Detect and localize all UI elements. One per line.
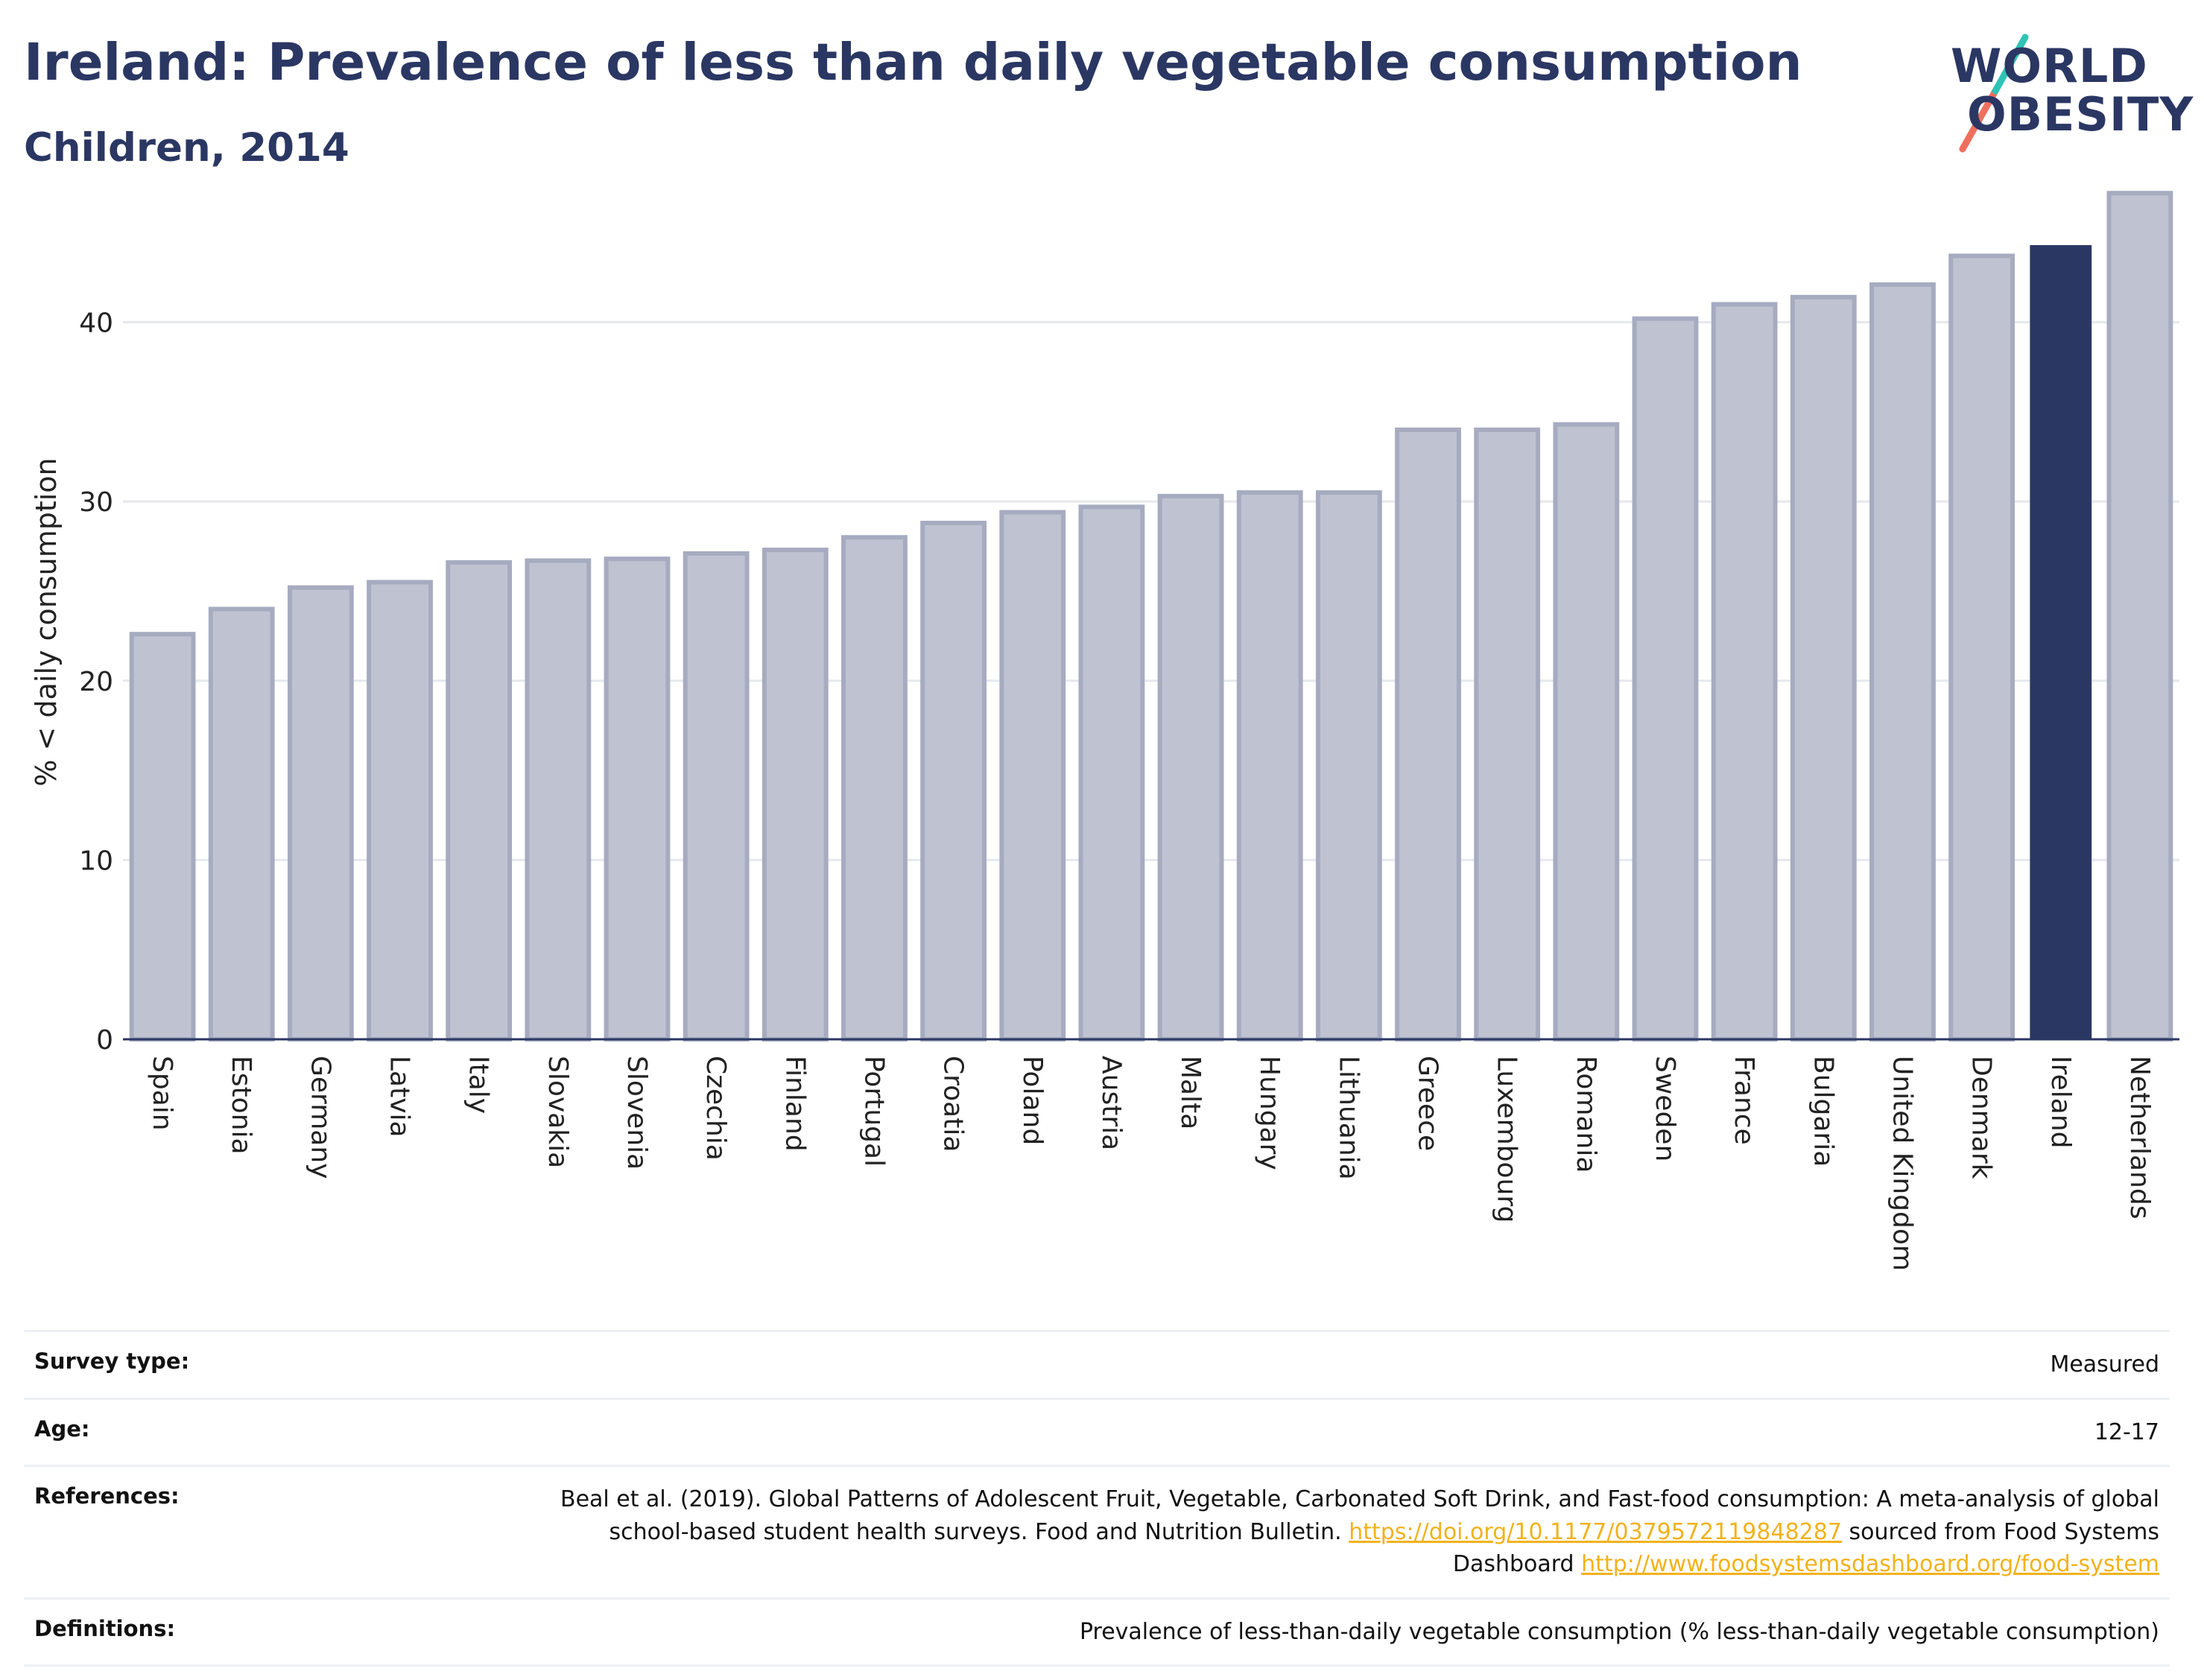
y-tick-label: 20 <box>79 667 113 697</box>
x-tick-label: Finland <box>779 1056 810 1152</box>
x-tick-label: Malta <box>1175 1056 1206 1129</box>
x-tick-label: Czechia <box>700 1056 731 1161</box>
bar-germany[interactable] <box>287 585 354 1042</box>
x-tick-label: Italy <box>463 1056 494 1114</box>
bar-latvia[interactable] <box>367 580 433 1042</box>
bar-greece[interactable] <box>1395 427 1461 1042</box>
x-tick-label: Lithuania <box>1333 1056 1364 1180</box>
x-tick-label: Denmark <box>1966 1056 1997 1179</box>
bar-romania[interactable] <box>1553 422 1620 1042</box>
bar-bulgaria[interactable] <box>1790 294 1857 1042</box>
bar-united-kingdom[interactable] <box>1869 282 1936 1042</box>
x-tick-label: Latvia <box>384 1056 415 1138</box>
x-tick-label: Croatia <box>938 1056 969 1152</box>
x-tick-label: Greece <box>1413 1056 1443 1151</box>
x-tick-label: Hungary <box>1254 1056 1285 1170</box>
bar-lithuania[interactable] <box>1315 490 1382 1042</box>
x-tick-label: United Kingdom <box>1887 1056 1917 1271</box>
x-tick-label: Romania <box>1571 1056 1601 1173</box>
bar-slovakia[interactable] <box>525 558 592 1042</box>
references-value: Beal et al. (2019). Global Patterns of A… <box>520 1483 2159 1581</box>
y-axis-label: % < daily consumption <box>30 457 63 786</box>
logo-text-world: WORLD <box>1951 39 2148 93</box>
references-text-1: Beal et al. (2019). Global Patterns of A… <box>560 1486 2159 1545</box>
y-tick-label: 40 <box>79 308 113 339</box>
references-dashboard-link[interactable]: http://www.foodsystemsdashboard.org/food… <box>1581 1551 2159 1577</box>
bar-slovenia[interactable] <box>604 557 671 1042</box>
x-tick-label: Poland <box>1017 1056 1048 1145</box>
definitions-label: Definitions: <box>34 1615 176 1641</box>
x-tick-label: France <box>1729 1056 1759 1145</box>
bars <box>129 191 2173 1042</box>
chart-subtitle: Children, 2014 <box>24 125 349 171</box>
x-tick-label: Ireland <box>2045 1056 2076 1149</box>
x-tick-label: Sweden <box>1650 1056 1680 1161</box>
bar-malta[interactable] <box>1157 493 1224 1042</box>
definitions-value: Prevalence of less-than-daily vegetable … <box>1079 1618 2159 1645</box>
y-tick-label: 30 <box>79 487 113 518</box>
age-value: 12-17 <box>2094 1419 2159 1445</box>
bar-denmark[interactable] <box>1948 253 2015 1042</box>
bar-poland[interactable] <box>999 510 1066 1042</box>
references-doi-link[interactable]: https://doi.org/10.1177/0379572119848287 <box>1349 1518 1842 1545</box>
bar-chart: 0 10 20 30 40 Spain Estonia Germany Latvia Italy S… <box>30 191 2179 1271</box>
bar-hungary[interactable] <box>1236 490 1303 1042</box>
bar-czechia[interactable] <box>683 551 750 1042</box>
metadata-table: Survey type: Measured Age: 12-17 Referen… <box>24 1330 2170 1667</box>
bar-portugal[interactable] <box>841 535 908 1042</box>
age-label: Age: <box>34 1416 90 1442</box>
survey-type-label: Survey type: <box>34 1348 190 1374</box>
bar-france[interactable] <box>1711 302 1778 1042</box>
x-tick-label: Estonia <box>226 1056 256 1155</box>
axes: 0 10 20 30 40 Spain Estonia Germany Latvia Italy S… <box>79 308 2179 1271</box>
chart-title: Ireland: Prevalence of less than daily v… <box>24 33 1802 92</box>
y-tick-label: 10 <box>79 846 113 876</box>
logo-text-obesity: OBESITY <box>1967 87 2194 142</box>
x-tick-label: Luxembourg <box>1492 1056 1522 1223</box>
bar-estonia[interactable] <box>208 606 275 1042</box>
meta-row-survey-type: Survey type: Measured <box>24 1330 2170 1398</box>
logo-slash-icon <box>1959 34 2029 153</box>
meta-row-references: References: Beal et al. (2019). Global P… <box>24 1465 2170 1597</box>
meta-row-definitions: Definitions: Prevalence of less-than-dai… <box>24 1597 2170 1667</box>
x-tick-label: Portugal <box>858 1056 889 1167</box>
x-tick-label: Bulgaria <box>1808 1056 1838 1167</box>
bar-croatia[interactable] <box>920 521 987 1042</box>
world-obesity-logo[interactable]: WORLD OBESITY <box>1937 21 2194 162</box>
bar-ireland[interactable] <box>2030 245 2092 1039</box>
x-tick-label: Netherlands <box>2124 1056 2155 1219</box>
x-tick-label: Slovakia <box>542 1056 573 1168</box>
y-tick-label: 0 <box>96 1025 113 1056</box>
bar-austria[interactable] <box>1078 504 1145 1042</box>
bar-luxembourg[interactable] <box>1474 427 1541 1042</box>
x-tick-label: Slovenia <box>621 1056 652 1170</box>
x-tick-label: Spain <box>147 1056 177 1131</box>
bar-spain[interactable] <box>129 632 196 1042</box>
bar-sweden[interactable] <box>1632 316 1699 1042</box>
x-tick-label: Germany <box>305 1056 335 1179</box>
meta-row-age: Age: 12-17 <box>24 1397 2170 1465</box>
x-tick-label: Austria <box>1096 1056 1127 1150</box>
references-label: References: <box>34 1483 180 1509</box>
references-text-2: sourced from Food Systems Dashboard <box>1452 1518 2159 1578</box>
survey-type-value: Measured <box>2050 1351 2159 1378</box>
bar-italy[interactable] <box>446 560 513 1042</box>
bar-netherlands[interactable] <box>2106 191 2173 1042</box>
bar-finland[interactable] <box>761 548 829 1042</box>
